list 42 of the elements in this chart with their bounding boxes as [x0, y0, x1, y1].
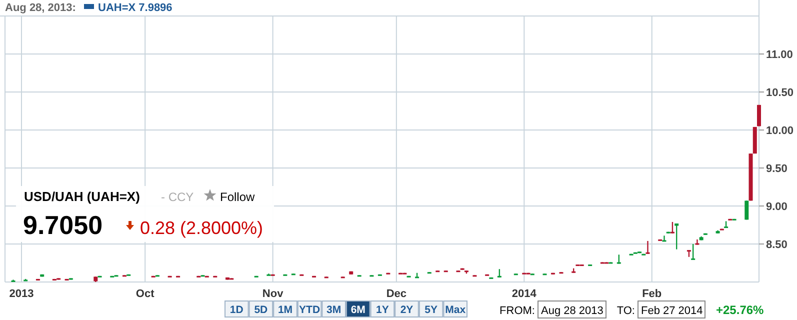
annotation: Follow: [220, 190, 256, 204]
y-tick-label: 9.00: [766, 201, 788, 213]
x-tick-label: Oct: [136, 288, 155, 300]
y-tick-label: 10.00: [766, 125, 794, 137]
y-tick-label: 9.50: [766, 163, 788, 175]
candlestick: [616, 254, 621, 264]
text: 1M: [278, 304, 293, 316]
text: 5D: [254, 304, 268, 316]
candlestick: [670, 221, 674, 234]
annotation: 0.28: [140, 218, 176, 238]
text: +25.76%: [716, 303, 764, 317]
candlestick: [691, 243, 696, 260]
candlestick: [646, 240, 650, 254]
text: Feb 27 2014: [641, 305, 703, 317]
text: YTD: [299, 304, 320, 316]
text: FROM:: [500, 305, 535, 317]
candlestick: [662, 235, 666, 242]
x-tick-label: 2014: [512, 288, 538, 300]
y-tick-label: 8.50: [766, 239, 788, 251]
text: 1D: [230, 304, 244, 316]
candlestick: [674, 222, 679, 250]
text: UAH=X 7.9896: [98, 2, 172, 14]
text: Max: [445, 304, 466, 316]
text: 2Y: [400, 304, 414, 316]
text: 5Y: [424, 304, 438, 316]
candlestick: [744, 200, 749, 220]
text: 3M: [326, 304, 342, 316]
x-tick-label: 2013: [9, 288, 34, 300]
y-tick-label: 11.00: [766, 49, 793, 61]
x-tick-label: Feb: [642, 288, 662, 300]
text: 6M: [350, 304, 366, 316]
text: Aug 28, 2013:: [5, 2, 76, 14]
x-tick-label: Dec: [386, 288, 407, 300]
x-tick-label: Nov: [262, 288, 284, 300]
annotation: 9.7050: [23, 210, 103, 240]
annotation: (2.8000%): [180, 218, 264, 238]
text: 1Y: [376, 304, 389, 316]
text: Aug 28 2013: [541, 305, 604, 317]
y-tick-label: 10.50: [766, 87, 794, 99]
text: TO:: [616, 305, 635, 317]
annotation: - CCY: [161, 190, 194, 204]
text: USD/UAH (UAH=X): [24, 189, 140, 204]
